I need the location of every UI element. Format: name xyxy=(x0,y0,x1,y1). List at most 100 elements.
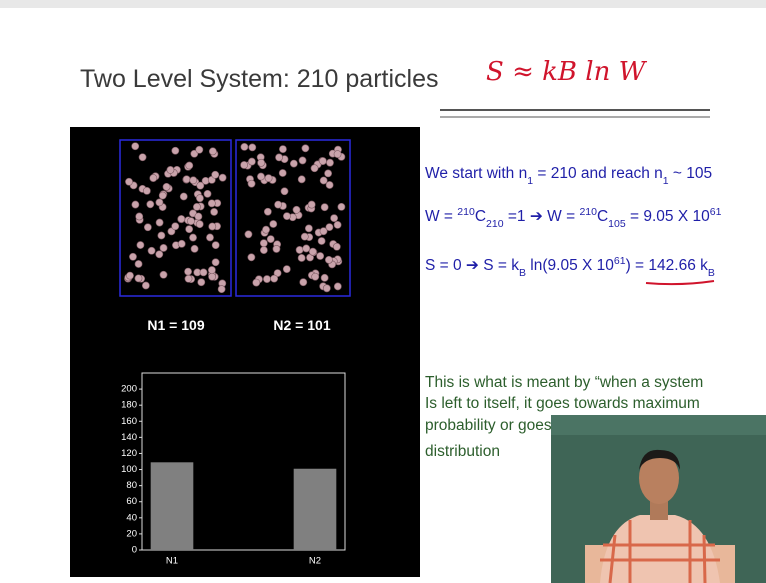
slide: Two Level System: 210 particles S ≈ kB l… xyxy=(0,0,766,583)
top-bar xyxy=(0,0,766,8)
particle xyxy=(283,266,290,273)
particle xyxy=(147,201,154,208)
particle xyxy=(136,213,143,220)
superscript: 61 xyxy=(614,255,626,267)
particle xyxy=(142,282,149,289)
particle xyxy=(186,162,193,169)
particle xyxy=(258,159,265,166)
bar xyxy=(151,462,194,550)
particle xyxy=(143,187,150,194)
particle xyxy=(208,200,215,207)
text: W = xyxy=(425,208,457,225)
subscript: B xyxy=(519,267,526,279)
particle xyxy=(158,232,165,239)
particle xyxy=(219,174,226,181)
equation: W = 210C210 =1 ➔ W = 210C105 = 9.05 X 10… xyxy=(425,206,722,230)
slide-title: Two Level System: 210 particles xyxy=(80,65,439,93)
particle xyxy=(265,175,272,182)
particle xyxy=(296,246,303,253)
particle xyxy=(338,203,345,210)
webcam-video xyxy=(551,415,766,583)
particle xyxy=(248,158,255,165)
particle xyxy=(186,226,193,233)
particle xyxy=(293,206,300,213)
particle xyxy=(196,146,203,153)
subscript: B xyxy=(708,267,715,279)
particle xyxy=(211,208,218,215)
particle xyxy=(334,221,341,228)
particle xyxy=(249,144,256,151)
particle xyxy=(159,192,166,199)
y-tick-label: 20 xyxy=(126,528,137,539)
particle xyxy=(267,236,274,243)
particle xyxy=(206,234,213,241)
text: We start with n xyxy=(425,165,527,182)
text: ~ 105 xyxy=(669,165,713,182)
particle xyxy=(275,201,282,208)
particle xyxy=(197,182,204,189)
particle xyxy=(270,220,277,227)
particle xyxy=(273,245,280,252)
particle xyxy=(198,279,205,286)
particle xyxy=(318,237,325,244)
particle xyxy=(180,193,187,200)
particle xyxy=(135,260,142,267)
particle xyxy=(260,247,267,254)
particle xyxy=(189,234,196,241)
particle xyxy=(334,151,341,158)
particle xyxy=(200,269,207,276)
handwritten-note: S ≈ kB ln W xyxy=(486,57,648,87)
particle xyxy=(144,224,151,231)
y-tick-label: 100 xyxy=(121,464,137,475)
particle xyxy=(178,240,185,247)
particle xyxy=(167,166,174,173)
particle xyxy=(257,173,264,180)
particle xyxy=(125,178,132,185)
particle xyxy=(172,223,179,230)
particle xyxy=(308,201,315,208)
particle xyxy=(333,243,340,250)
particle xyxy=(129,253,136,260)
particle xyxy=(204,190,211,197)
superscript: 210 xyxy=(579,206,597,218)
particle xyxy=(305,225,312,232)
particle xyxy=(321,204,328,211)
particle xyxy=(132,201,139,208)
y-tick-label: 40 xyxy=(126,512,137,523)
y-tick-label: 200 xyxy=(121,384,137,395)
text: ln(9.05 X 10 xyxy=(526,257,614,274)
particle xyxy=(208,266,215,273)
particle xyxy=(283,213,290,220)
particle xyxy=(271,275,278,282)
particle xyxy=(187,218,194,225)
y-tick-label: 180 xyxy=(121,400,137,411)
particle xyxy=(290,160,297,167)
box-label: N1 = 109 xyxy=(147,317,204,333)
particle xyxy=(212,242,219,249)
particle xyxy=(279,146,286,153)
particle xyxy=(321,274,328,281)
particle xyxy=(212,259,219,266)
x-tick-label: N2 xyxy=(309,556,321,567)
y-tick-label: 140 xyxy=(121,432,137,443)
particle xyxy=(302,145,309,152)
particle xyxy=(248,254,255,261)
particle xyxy=(264,208,271,215)
particle xyxy=(185,275,192,282)
particle xyxy=(132,143,139,150)
particle xyxy=(160,271,167,278)
y-tick-label: 160 xyxy=(121,416,137,427)
particle xyxy=(300,279,307,286)
particle xyxy=(241,143,248,150)
particle xyxy=(191,245,198,252)
particle xyxy=(135,275,142,282)
particle xyxy=(218,286,225,293)
particle xyxy=(312,273,319,280)
particle xyxy=(137,241,144,248)
particle xyxy=(262,226,269,233)
particle xyxy=(150,174,157,181)
particle xyxy=(126,272,133,279)
particle xyxy=(241,161,248,168)
particle xyxy=(172,147,179,154)
note-line: Is left to itself, it goes towards maxim… xyxy=(425,395,700,412)
